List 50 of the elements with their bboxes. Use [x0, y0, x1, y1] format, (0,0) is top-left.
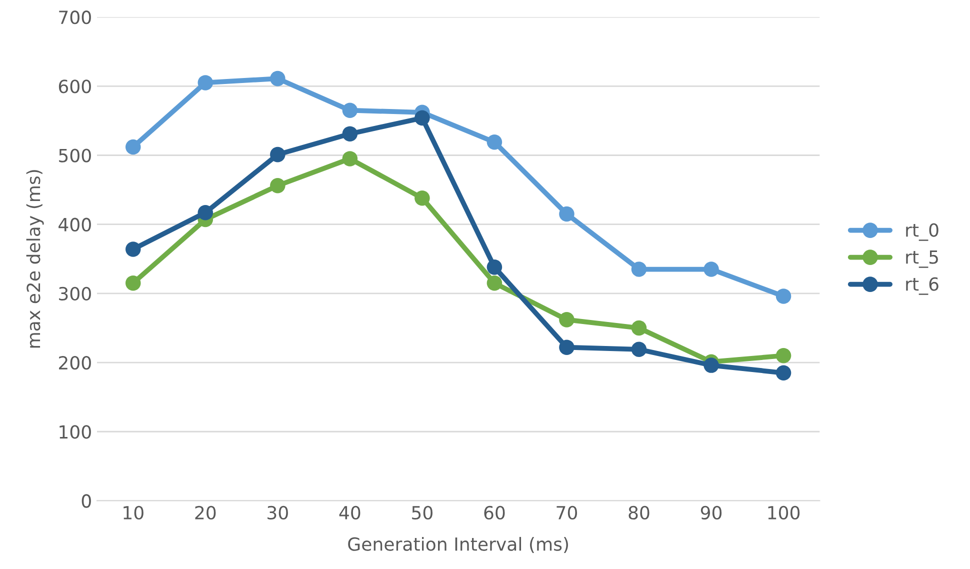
point	[270, 146, 286, 162]
point	[776, 365, 792, 381]
y-tick-label: 400	[58, 218, 91, 232]
y-tick-label: 0	[82, 494, 91, 508]
x-tick-label: 30	[268, 506, 288, 520]
x-tick-label: 20	[195, 506, 216, 520]
point	[342, 102, 358, 118]
y-tick-label: 200	[59, 356, 91, 370]
x-tick-label: 10	[124, 506, 144, 520]
point	[125, 242, 141, 257]
point	[776, 348, 792, 364]
point	[559, 206, 574, 222]
x-tick-label: 90	[700, 506, 722, 520]
x-tick-label: 70	[556, 506, 578, 520]
point	[414, 190, 430, 206]
y-tick-label: 300	[59, 286, 91, 301]
x-tick-label: 60	[484, 506, 505, 520]
y-tick-label: 100	[60, 425, 91, 439]
x-tick-label: 80	[628, 506, 650, 520]
point	[776, 288, 792, 304]
x-axis-title: Generation Interval (ms)	[348, 536, 568, 554]
point	[486, 134, 502, 150]
point	[704, 358, 719, 373]
x-tick-label: 50	[412, 506, 432, 520]
point	[631, 342, 647, 358]
point	[198, 75, 214, 90]
point	[559, 312, 574, 328]
y-tick-label: 700	[59, 10, 91, 24]
point	[486, 275, 502, 291]
y-tick-label: 600	[58, 80, 91, 94]
x-tick-label: 40	[339, 506, 360, 520]
legend-label: rt_5	[906, 250, 938, 268]
point	[125, 275, 141, 291]
legend-label: rt_0	[906, 223, 938, 241]
point	[631, 262, 647, 277]
point	[631, 320, 647, 336]
point	[486, 260, 502, 275]
point	[342, 126, 358, 142]
point	[342, 151, 358, 166]
point	[559, 340, 574, 355]
point	[704, 262, 719, 277]
legend-label: rt_6	[906, 277, 938, 295]
point	[270, 178, 286, 194]
point	[198, 204, 214, 220]
y-tick-label: 500	[59, 148, 91, 162]
x-tick-label: 100	[768, 506, 800, 520]
point	[414, 110, 430, 126]
y-axis-title: max e2e delay (ms)	[26, 170, 44, 348]
point	[125, 139, 141, 155]
point	[270, 70, 286, 86]
